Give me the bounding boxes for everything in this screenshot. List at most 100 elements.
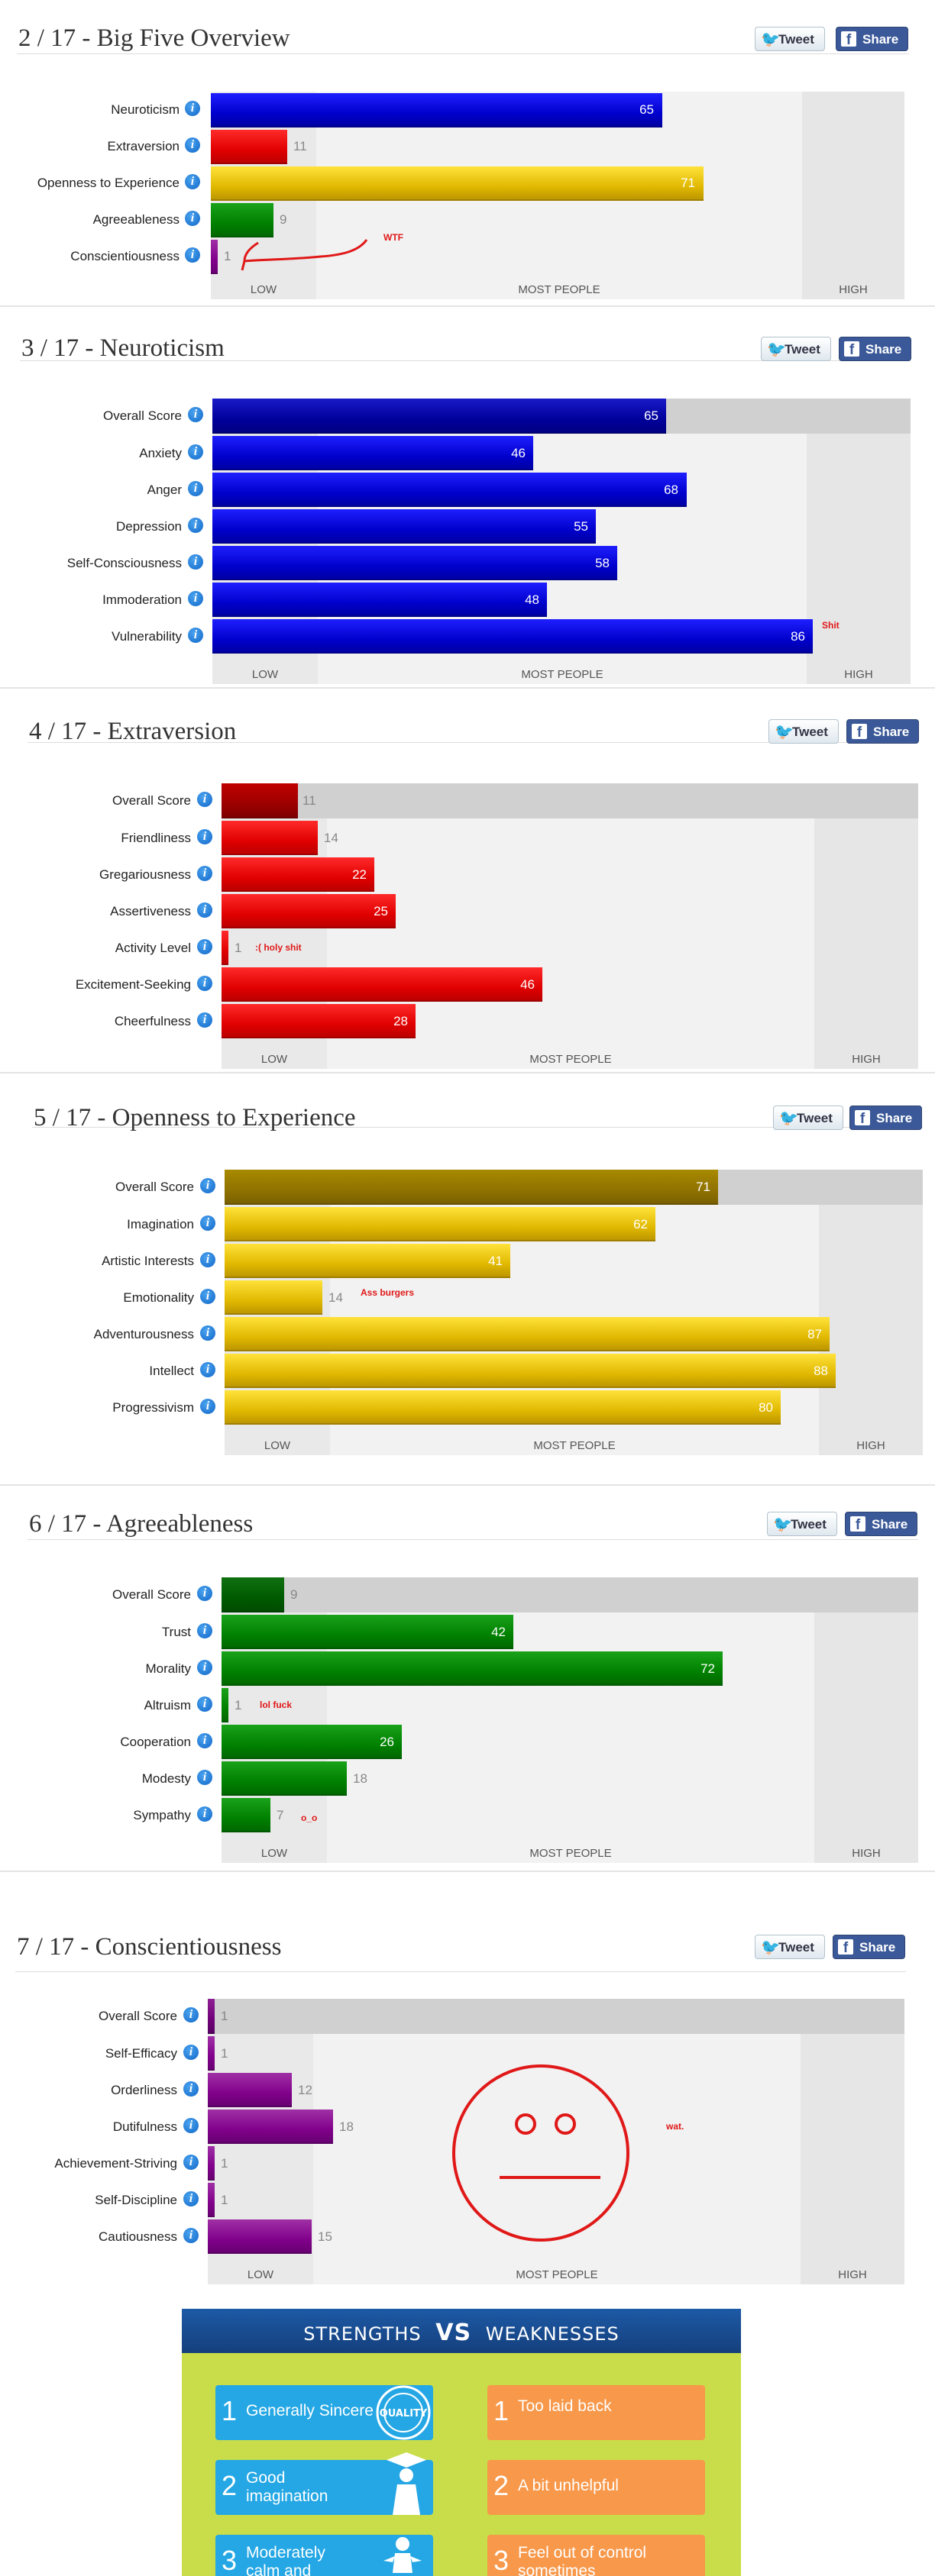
score-value: 1 [224,249,231,263]
tweet-button[interactable]: 🐦 Tweet [761,337,831,361]
score-bar [212,509,596,544]
score-value: 88 [814,1364,828,1378]
info-icon[interactable]: i [197,1733,212,1748]
facebook-share-button[interactable]: f Share [839,337,911,361]
score-value: 42 [491,1625,506,1639]
info-icon[interactable]: i [197,1806,212,1822]
section-divider [0,305,935,307]
info-icon[interactable]: i [197,976,212,991]
score-bar [212,546,617,580]
info-icon[interactable]: i [183,2007,199,2022]
section-divider [0,687,935,689]
info-icon[interactable]: i [200,1252,215,1267]
facet-label: Imagination [127,1217,194,1232]
facebook-share-button[interactable]: f Share [845,1512,917,1536]
score-value: 9 [280,212,287,227]
extraversion-chart: LOW MOST PEOPLE HIGH 11 14 22 25 1 46 28 [222,783,918,1069]
info-icon[interactable]: i [188,407,203,422]
info-icon[interactable]: i [197,902,212,918]
info-icon[interactable]: i [197,1696,212,1712]
info-icon[interactable]: i [185,137,200,153]
info-icon[interactable]: i [200,1325,215,1341]
info-icon[interactable]: i [185,101,200,116]
facebook-share-button[interactable]: f Share [836,27,908,51]
score-bar [222,931,228,965]
info-icon[interactable]: i [197,792,212,807]
score-bar [222,1798,270,1832]
score-bar [222,1651,723,1686]
info-icon[interactable]: i [188,481,203,496]
info-icon[interactable]: i [200,1399,215,1414]
zone-high [807,399,911,684]
facet-label: Altruism [144,1698,191,1712]
overall-score-track [222,1577,918,1612]
tweet-button[interactable]: 🐦 Tweet [767,1512,837,1536]
info-icon[interactable]: i [200,1215,215,1231]
info-icon[interactable]: i [183,2191,199,2206]
weakness-item: 2 A bit unhelpful [487,2460,705,2515]
facebook-share-button[interactable]: f Share [849,1106,922,1130]
tweet-button[interactable]: 🐦 Tweet [755,1935,825,1959]
info-icon[interactable]: i [197,866,212,881]
info-icon[interactable]: i [197,829,212,844]
info-icon[interactable]: i [183,2081,199,2097]
score-bar [225,1280,322,1315]
facet-label: Progressivism [112,1400,194,1415]
section-divider [0,1072,935,1073]
info-icon[interactable]: i [197,939,212,954]
score-value: 86 [791,629,805,644]
info-icon[interactable]: i [197,1660,212,1675]
info-icon[interactable]: i [188,591,203,606]
score-bar [225,1207,655,1241]
facet-label: Artistic Interests [102,1254,194,1268]
axis-most-people-label: MOST PEOPLE [529,1053,612,1066]
score-bar [222,1615,513,1649]
score-value: 48 [525,592,539,607]
score-bar [208,2183,215,2217]
info-icon[interactable]: i [200,1178,215,1193]
facet-label: Overall Score [112,1587,191,1602]
score-bar [208,2073,292,2107]
info-icon[interactable]: i [183,2228,199,2243]
score-bar [212,619,813,654]
info-icon[interactable]: i [183,2045,199,2060]
score-bar [222,783,298,818]
facebook-share-button[interactable]: f Share [833,1935,905,1959]
info-icon[interactable]: i [197,1012,212,1028]
handwritten-note: :( holy shit [255,942,302,953]
twitter-bird-icon: 🐦 [773,1516,792,1533]
info-icon[interactable]: i [185,174,200,189]
tweet-button[interactable]: 🐦 Tweet [755,27,825,51]
info-icon[interactable]: i [197,1586,212,1601]
info-icon[interactable]: i [185,247,200,263]
facet-label: Emotionality [123,1290,194,1305]
twitter-bird-icon: 🐦 [775,724,794,741]
info-icon[interactable]: i [200,1289,215,1304]
openness-chart: LOW MOST PEOPLE HIGH 71 62 41 14 87 88 8… [225,1170,923,1455]
info-icon[interactable]: i [188,554,203,570]
info-icon[interactable]: i [183,2118,199,2133]
score-value: 58 [595,556,610,570]
trait-label: Agreeableness [92,212,180,227]
tweet-button[interactable]: 🐦 Tweet [768,719,839,744]
info-icon[interactable]: i [183,2155,199,2170]
score-value: 46 [511,446,526,460]
info-icon[interactable]: i [188,518,203,533]
info-icon[interactable]: i [188,628,203,643]
info-icon[interactable]: i [197,1770,212,1785]
info-icon[interactable]: i [200,1362,215,1377]
strengths-vs-weaknesses-panel: STRENGTHS VS WEAKNESSES 1 Generally Sinc… [182,2309,741,2576]
zone-high [814,783,918,1069]
info-icon[interactable]: i [188,444,203,460]
facet-label: Trust [161,1625,191,1639]
score-value: 28 [393,1014,408,1028]
score-value: 1 [221,2156,228,2171]
axis-most-people-label: MOST PEOPLE [518,283,600,296]
facebook-share-button[interactable]: f Share [846,719,919,744]
score-bar [211,240,218,274]
score-bar [208,2219,312,2254]
info-icon[interactable]: i [197,1623,212,1638]
trait-label: Openness to Experience [37,176,180,190]
tweet-button[interactable]: 🐦 Tweet [773,1106,843,1130]
info-icon[interactable]: i [185,211,200,226]
